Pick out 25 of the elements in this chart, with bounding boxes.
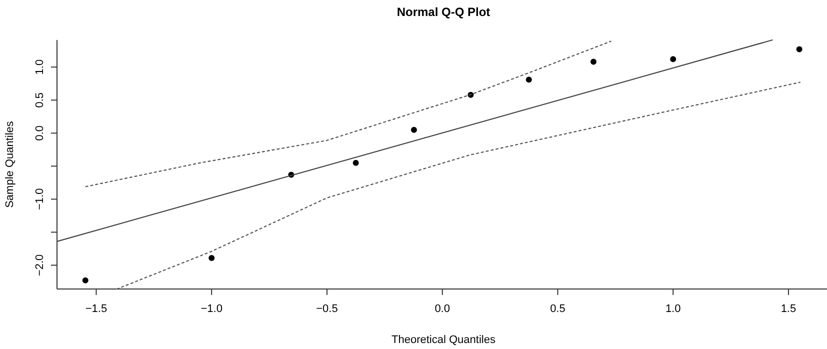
- point: [590, 58, 596, 65]
- x-tick-label: 0.0: [434, 303, 450, 315]
- point: [208, 254, 215, 261]
- y-tick-label: 0.5: [34, 92, 46, 108]
- point: [796, 46, 802, 52]
- y-tick-label: −2.0: [34, 254, 46, 276]
- x-tick-label: −0.5: [316, 303, 338, 315]
- line-series: [116, 82, 801, 290]
- x-tick-label: 0.5: [550, 303, 566, 315]
- y-tick-label: 0.0: [34, 125, 46, 141]
- point: [670, 56, 676, 62]
- y-tick-label: −1.0: [34, 188, 46, 210]
- point: [352, 160, 359, 166]
- y-axis-title: Sample Quantiles: [4, 120, 16, 208]
- x-tick-label: 1.5: [780, 303, 796, 315]
- chart-title: Normal Q-Q Plot: [396, 5, 490, 19]
- point: [410, 126, 417, 133]
- x-tick-label: −1.0: [200, 303, 222, 315]
- point: [526, 76, 532, 83]
- x-tick-label: −1.5: [85, 303, 108, 315]
- point: [82, 277, 88, 284]
- x-axis-title: Theoretical Quantiles: [392, 334, 496, 346]
- x-tick-label: 1.0: [665, 303, 681, 315]
- y-tick-label: 1.0: [34, 59, 46, 75]
- line-series: [85, 40, 612, 188]
